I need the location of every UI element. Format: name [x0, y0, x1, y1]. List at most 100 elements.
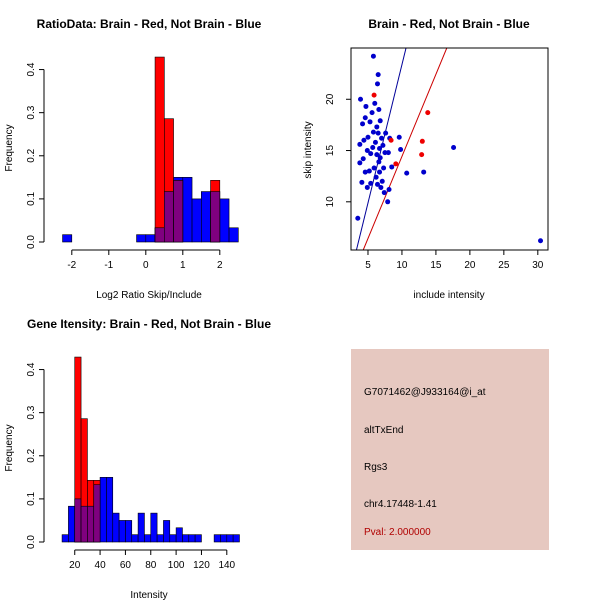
scatter-point-not-brain-23 [372, 100, 378, 106]
scatter-point-not-brain-1 [357, 160, 363, 166]
scatter-point-not-brain-26 [374, 124, 380, 130]
ratio-blue-bar-11 [228, 227, 239, 243]
scatter-x-tick-label-5: 30 [532, 260, 544, 271]
intensity-blue-bar-16 [163, 520, 171, 543]
ratio-overlap-bar-2 [173, 180, 184, 243]
intensity-blue-bar-9 [118, 520, 126, 543]
intensity-blue-bar-15 [156, 534, 164, 543]
ratio-blue-bar-2 [145, 234, 156, 243]
scatter-plot-area [355, 48, 544, 250]
scatter-point-not-brain-12 [364, 184, 370, 190]
scatter-point-not-brain-43 [381, 190, 387, 196]
ratio-blue-bar-1 [136, 234, 147, 243]
scatter-point-not-brain-7 [361, 137, 367, 143]
scatter-y-axis-label: skip intensity [303, 121, 314, 178]
intensity-blue-bar-10 [125, 520, 133, 543]
scatter-point-brain-0 [371, 92, 377, 98]
ratio-overlap-bar-1 [164, 191, 174, 243]
scatter-x-tick-label-2: 15 [430, 260, 442, 271]
ratio-y-tick-label-3: 0.3 [26, 105, 37, 119]
scatter-point-not-brain-19 [370, 144, 376, 150]
scatter-x-tick-label-3: 20 [464, 260, 476, 271]
scatter-point-not-brain-50 [389, 164, 395, 170]
ratio-y-tick-label-1: 0.1 [26, 192, 37, 206]
chromosome-location: chr4.17448-1.41 [364, 499, 437, 510]
ratio-y-axis-label: Frequency [4, 124, 15, 171]
scatter-point-not-brain-52 [398, 147, 404, 153]
ratio-x-axis-label: Log2 Ratio Skip/Include [96, 290, 202, 301]
scatter-plot-box [350, 47, 549, 251]
ratio-red-bar-0 [154, 56, 165, 243]
scatter-y-tick-label-2: 20 [325, 93, 336, 105]
scatter-point-not-brain-33 [376, 107, 382, 113]
intensity-blue-bar-24 [213, 534, 221, 543]
scatter-x-axis-label: include intensity [413, 290, 484, 301]
scatter-point-not-brain-37 [377, 155, 383, 161]
scatter-point-not-brain-5 [360, 121, 366, 127]
scatter-point-not-brain-4 [359, 179, 365, 185]
scatter-point-not-brain-25 [373, 174, 379, 180]
scatter-point-not-brain-6 [360, 156, 366, 162]
scatter-point-not-brain-32 [376, 159, 382, 165]
ratio-x-tick-label-3: 1 [180, 260, 186, 271]
scatter-point-not-brain-10 [363, 103, 369, 109]
ratio-x-tick-label-1: -1 [104, 260, 113, 271]
scatter-point-not-brain-41 [380, 142, 386, 148]
pval-text: Pval: 2.000000 [364, 527, 431, 538]
scatter-point-not-brain-45 [383, 130, 389, 136]
probe-id: G7071462@J933164@i_at [364, 387, 486, 398]
scatter-point-not-brain-21 [370, 129, 376, 135]
ratio-x-tick-label-4: 2 [217, 260, 223, 271]
info-panel: G7071462@J933164@i_at altTxEnd Rgs3 chr4… [351, 349, 549, 550]
intensity-y-tick-label-0: 0.0 [26, 535, 37, 549]
scatter-x-tick-label-1: 10 [396, 260, 408, 271]
intensity-blue-bar-14 [150, 512, 158, 543]
scatter-point-not-brain-36 [377, 118, 383, 124]
scatter-point-not-brain-48 [386, 187, 392, 193]
intensity-y-tick-label-4: 0.4 [26, 362, 37, 376]
scatter-point-not-brain-51 [396, 134, 402, 140]
intensity-blue-bar-0 [61, 534, 69, 543]
intensity-axes: 20 40 60 80 100 120 140 0.0 0.1 0.2 0.3 0.4 [26, 362, 236, 571]
intensity-blue-bar-12 [137, 512, 145, 543]
scatter-x-tick-label-0: 5 [365, 260, 371, 271]
ratio-overlap-bar-0 [154, 227, 165, 243]
intensity-blue-bar-27 [232, 534, 240, 543]
intensity-chart-title: Gene Itensity: Brain - Red, Not Brain - … [27, 317, 271, 331]
ratio-histogram-panel: RatioData: Brain - Red, Not Brain - Blue… [4, 17, 262, 301]
intensity-blue-bar-20 [188, 534, 196, 543]
scatter-point-not-brain-38 [378, 184, 384, 190]
scatter-point-not-brain-56 [538, 238, 544, 244]
scatter-point-brain-5 [425, 110, 431, 116]
scatter-point-not-brain-42 [381, 165, 387, 171]
ratio-x-tick-label-0: -2 [67, 260, 76, 271]
scatter-panel: Brain - Red, Not Brain - Blue 5 10 15 20 25 3… [303, 17, 549, 301]
ratio-blue-bar-0 [62, 234, 73, 243]
intensity-overlap-bar-1 [80, 505, 88, 543]
intensity-x-tick-label-6: 140 [218, 560, 235, 571]
scatter-point-not-brain-20 [370, 53, 376, 59]
scatter-axes: 5 10 15 20 25 30 10 15 20 [325, 93, 544, 271]
scatter-point-not-brain-29 [374, 181, 380, 187]
intensity-overlap-bar-0 [74, 498, 82, 543]
scatter-point-not-brain-31 [375, 130, 381, 136]
intensity-blue-bar-7 [106, 477, 114, 543]
scatter-point-brain-1 [388, 137, 394, 143]
intensity-y-tick-label-3: 0.3 [26, 405, 37, 419]
scatter-point-not-brain-27 [374, 152, 380, 158]
scatter-point-not-brain-22 [371, 165, 377, 171]
scatter-point-not-brain-3 [358, 96, 364, 102]
scatter-point-not-brain-8 [362, 169, 368, 175]
intensity-blue-bar-1 [68, 505, 76, 543]
intensity-x-axis-label: Intensity [130, 590, 167, 600]
ratio-blue-bar-6 [182, 177, 193, 243]
intensity-blue-bar-6 [99, 477, 107, 543]
scatter-point-not-brain-54 [421, 169, 427, 175]
ratio-y-tick-label-4: 0.4 [26, 62, 37, 76]
scatter-chart-title: Brain - Red, Not Brain - Blue [368, 17, 530, 31]
scatter-point-brain-3 [419, 152, 425, 158]
scatter-point-not-brain-47 [385, 150, 391, 156]
ratio-chart-title: RatioData: Brain - Red, Not Brain - Blue [37, 17, 262, 31]
scatter-point-not-brain-18 [369, 110, 375, 116]
